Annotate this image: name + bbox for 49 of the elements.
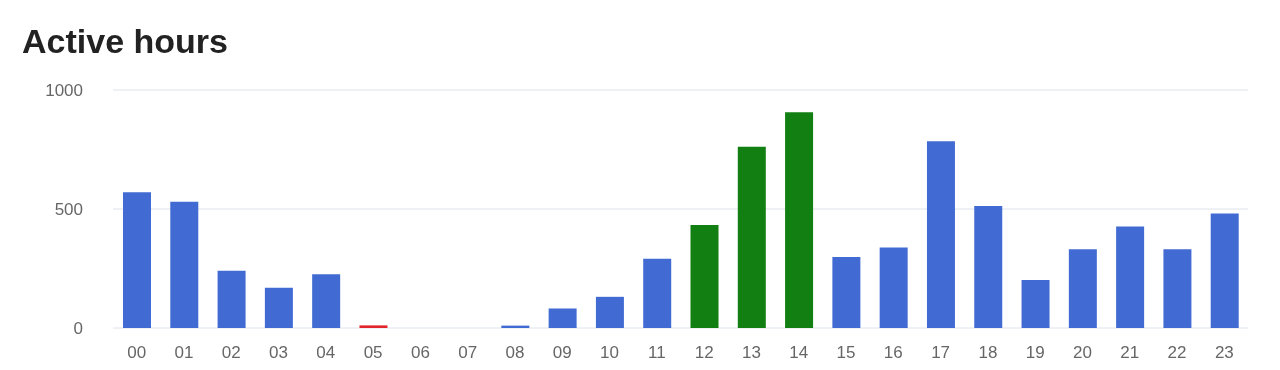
x-tick-label: 17 <box>931 343 951 363</box>
x-tick-label: 16 <box>883 343 903 363</box>
chart-title: Active hours <box>21 21 229 62</box>
bar <box>312 274 341 328</box>
x-tick-label: 01 <box>174 343 194 363</box>
x-tick-label: 03 <box>269 343 288 363</box>
bar <box>926 141 955 328</box>
bar <box>1116 226 1145 328</box>
x-tick-label: 04 <box>316 343 336 363</box>
x-tick-label: 12 <box>694 343 714 363</box>
x-tick-label: 15 <box>836 343 856 363</box>
bar <box>1021 279 1050 328</box>
bar <box>170 201 199 328</box>
bar <box>1210 213 1239 328</box>
bar <box>1163 249 1192 328</box>
x-tick-label: 06 <box>410 343 430 363</box>
x-tick-label: 00 <box>127 343 147 363</box>
x-tick-label: 05 <box>363 343 383 363</box>
bar <box>595 296 624 328</box>
x-tick-label: 02 <box>221 343 241 363</box>
bar <box>832 257 861 328</box>
x-tick-label: 13 <box>741 343 761 363</box>
y-tick-label: 1000 <box>45 81 83 101</box>
bar <box>974 205 1003 328</box>
bar <box>737 146 766 328</box>
x-tick-label: 21 <box>1120 343 1140 363</box>
bar <box>879 247 908 328</box>
x-tick-label: 20 <box>1073 343 1092 363</box>
bar <box>1068 249 1097 328</box>
x-tick-label: 22 <box>1167 343 1187 363</box>
bar <box>264 287 293 328</box>
bar <box>217 270 246 328</box>
bar <box>785 112 814 328</box>
x-tick-label: 19 <box>1025 343 1045 363</box>
bar <box>690 224 719 328</box>
x-tick-label: 08 <box>505 343 525 363</box>
x-tick-label: 10 <box>600 343 620 363</box>
bar <box>643 258 672 328</box>
x-tick-label: 14 <box>789 343 809 363</box>
y-tick-label: 0 <box>73 319 83 339</box>
x-tick-label: 23 <box>1214 343 1234 363</box>
y-tick-label: 500 <box>54 200 83 220</box>
x-tick-label: 09 <box>552 343 572 363</box>
x-tick-label: 07 <box>458 343 478 363</box>
bar <box>359 325 388 328</box>
bar <box>123 192 151 328</box>
x-tick-label: 18 <box>978 343 998 363</box>
x-tick-label: 11 <box>648 343 666 363</box>
bar <box>548 308 577 328</box>
